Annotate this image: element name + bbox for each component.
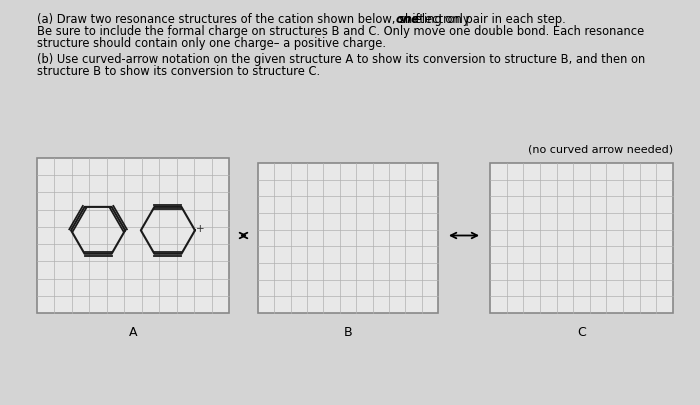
Bar bbox=[37, 158, 229, 313]
Text: +: + bbox=[196, 224, 205, 234]
Text: (b) Use curved-arrow notation on the given structure A to show its conversion to: (b) Use curved-arrow notation on the giv… bbox=[37, 53, 645, 66]
Text: Be sure to include the formal charge on structures B and C. Only move one double: Be sure to include the formal charge on … bbox=[37, 25, 644, 38]
Text: structure B to show its conversion to structure C.: structure B to show its conversion to st… bbox=[37, 65, 320, 78]
Bar bbox=[258, 163, 438, 313]
Text: B: B bbox=[344, 326, 352, 339]
Text: electron pair in each step.: electron pair in each step. bbox=[411, 13, 566, 26]
Text: A: A bbox=[129, 326, 137, 339]
Text: one: one bbox=[395, 13, 419, 26]
Text: C: C bbox=[577, 326, 586, 339]
Text: (a) Draw two resonance structures of the cation shown below, shifting only: (a) Draw two resonance structures of the… bbox=[37, 13, 473, 26]
Text: structure should contain only one charge– a positive charge.: structure should contain only one charge… bbox=[37, 37, 386, 50]
Text: (no curved arrow needed): (no curved arrow needed) bbox=[528, 145, 673, 155]
Bar bbox=[490, 163, 673, 313]
